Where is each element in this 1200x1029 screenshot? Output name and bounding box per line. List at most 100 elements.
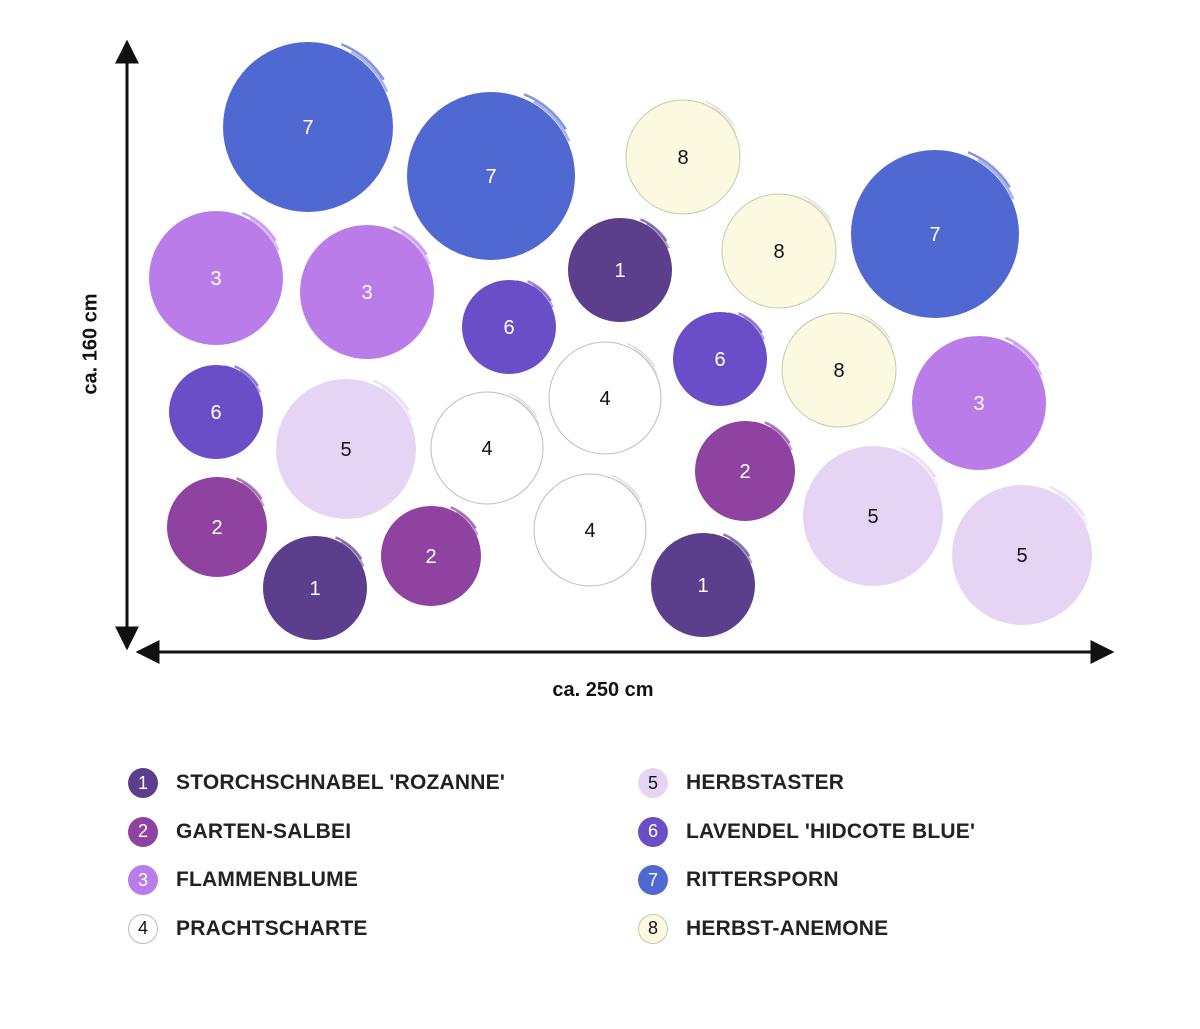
plant-badge-icon: 3 <box>128 865 158 895</box>
legend-label: FLAMMENBLUME <box>176 868 359 891</box>
plant-number: 1 <box>309 578 320 600</box>
plant-circle-5: 5 <box>803 446 943 586</box>
legend-item-5: 5 HERBSTASTER <box>638 768 975 798</box>
brush-stroke <box>334 536 363 560</box>
plant-circle-3: 3 <box>149 211 283 345</box>
brush-stroke <box>908 453 940 488</box>
plant-number: 8 <box>773 241 784 263</box>
plant-number: 2 <box>425 546 436 568</box>
plant-badge-icon: 7 <box>638 865 668 895</box>
brush-stroke <box>626 343 656 368</box>
legend-label: LAVENDEL 'HIDCOTE BLUE' <box>686 819 976 843</box>
plant-circle-3: 3 <box>912 336 1046 470</box>
plant-circle-2: 2 <box>381 506 481 606</box>
plant-circle-5: 5 <box>276 379 416 519</box>
brush-stroke <box>639 218 668 242</box>
plant-circle-7: 7 <box>851 150 1019 318</box>
brush-stroke <box>350 50 389 93</box>
plant-number: 5 <box>867 506 878 528</box>
plant-disc <box>721 193 837 309</box>
plant-number: 8 <box>833 360 844 382</box>
brush-stroke <box>967 151 1011 188</box>
brush-stroke <box>611 475 641 500</box>
legend-label: HERBST-ANEMONE <box>686 916 889 940</box>
brush-stroke <box>392 225 428 256</box>
plant-circle-8: 8 <box>625 99 741 215</box>
brush-stroke <box>705 101 735 126</box>
brush-stroke <box>455 510 479 536</box>
plant-disc <box>223 42 393 212</box>
plant-disc <box>300 225 434 359</box>
plant-number: 8 <box>677 147 688 169</box>
plant-number: 7 <box>485 166 496 188</box>
plant-disc <box>167 477 267 577</box>
brush-stroke <box>618 480 643 507</box>
brush-stroke <box>764 421 791 444</box>
legend-item-7: 7 RITTERSPORN <box>638 865 975 895</box>
brush-stroke <box>241 211 277 242</box>
brush-stroke <box>711 106 737 134</box>
brush-stroke <box>861 314 891 339</box>
plant-number: 1 <box>697 575 708 597</box>
plant-disc <box>149 211 283 345</box>
plant-number: 1 <box>614 260 625 282</box>
plant-number: 2 <box>211 517 222 539</box>
plant-circle-5: 5 <box>952 485 1092 625</box>
plant-circle-6: 6 <box>462 280 556 374</box>
brush-stroke <box>450 506 477 529</box>
plant-circle-4: 4 <box>548 341 662 455</box>
plant-circle-1: 1 <box>568 218 672 322</box>
brush-stroke <box>807 200 833 228</box>
brush-stroke <box>400 231 431 265</box>
brush-stroke <box>233 365 259 387</box>
brush-stroke <box>340 43 385 81</box>
legend-item-1: 1 STORCHSCHNABEL 'ROZANNE' <box>128 768 505 798</box>
brush-stroke <box>1004 336 1040 367</box>
plant-disc <box>912 336 1046 470</box>
plant-badge-icon: 1 <box>128 768 158 798</box>
plant-badge-icon: 5 <box>638 768 668 798</box>
plant-circle-7: 7 <box>223 42 393 212</box>
plant-disc <box>625 99 741 215</box>
legend-label: PRACHTSCHARTE <box>176 916 368 940</box>
plant-disc <box>548 341 662 455</box>
legend-right-column: 5 HERBSTASTER 6 LAVENDEL 'HIDCOTE BLUE' … <box>638 768 975 962</box>
plant-circle-3: 3 <box>300 225 434 359</box>
brush-stroke <box>236 477 263 500</box>
plant-number: 5 <box>340 439 351 461</box>
plant-circle-8: 8 <box>781 312 897 428</box>
plant-circle-7: 7 <box>407 92 575 260</box>
brush-stroke <box>1057 492 1089 527</box>
plant-disc <box>803 446 943 586</box>
plant-disc <box>462 280 556 374</box>
plant-disc <box>263 536 367 640</box>
plant-number: 7 <box>929 224 940 246</box>
plant-number: 3 <box>973 393 984 415</box>
brush-stroke <box>728 537 753 564</box>
plant-number: 3 <box>361 282 372 304</box>
plant-number: 7 <box>302 117 313 139</box>
height-label: ca. 160 cm <box>79 293 102 395</box>
legend-left-column: 1 STORCHSCHNABEL 'ROZANNE' 2 GARTEN-SALB… <box>128 768 505 962</box>
brush-stroke <box>900 446 937 478</box>
plant-disc <box>781 312 897 428</box>
brush-stroke <box>533 100 571 142</box>
brush-stroke <box>381 386 413 421</box>
plant-disc <box>169 365 263 459</box>
plant-disc <box>276 379 416 519</box>
plant-disc <box>673 312 767 406</box>
legend-label: RITTERSPORN <box>686 868 839 891</box>
brush-stroke <box>801 195 831 220</box>
brush-stroke <box>515 398 540 425</box>
brush-stroke <box>523 93 567 130</box>
plant-badge-icon: 2 <box>128 816 158 847</box>
plant-circle-8: 8 <box>721 193 837 309</box>
plant-circle-2: 2 <box>167 477 267 577</box>
legend-item-6: 6 LAVENDEL 'HIDCOTE BLUE' <box>638 816 976 847</box>
brush-stroke <box>722 533 751 557</box>
brush-stroke <box>645 222 670 249</box>
plant-badge-icon: 8 <box>638 913 668 944</box>
brush-stroke <box>633 348 658 375</box>
plant-number: 3 <box>210 268 221 290</box>
